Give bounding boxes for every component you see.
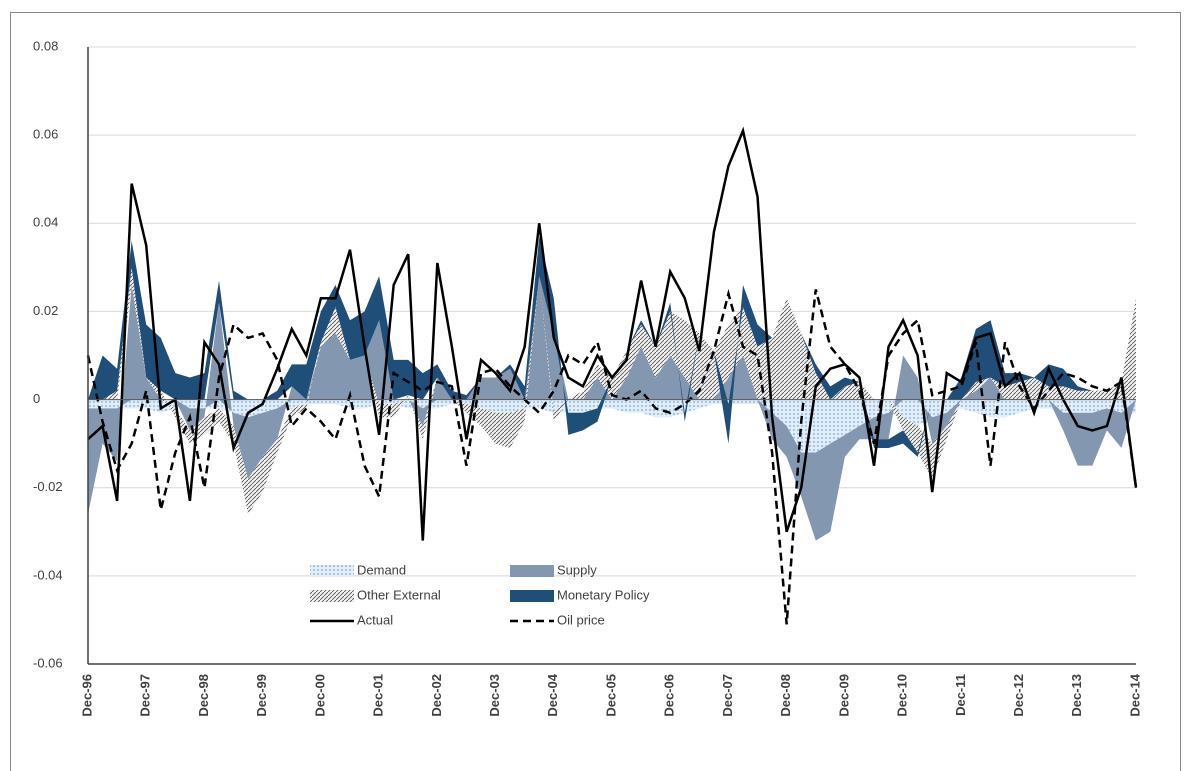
x-tick-label: Dec-12 [1011,674,1026,717]
legend-label: Demand [357,562,406,577]
legend-label: Other External [357,587,441,602]
y-tick-label: 0 [33,391,40,406]
y-tick-label: -0.02 [33,479,63,494]
x-tick-label: Dec-14 [1127,673,1142,716]
x-tick-label: Dec-07 [720,674,735,717]
y-tick-label: -0.06 [33,655,63,670]
area-0 [88,399,1136,453]
legend-label: Oil price [557,612,605,627]
y-tick-label: -0.04 [33,567,63,582]
legend: Demand Supply Other External Monetary Polic… [310,562,650,627]
x-tick-label: Dec-96 [79,674,94,717]
x-tick-label: Dec-10 [895,674,910,717]
y-tick-label: 0.02 [33,303,58,318]
x-tick-label: Dec-08 [778,674,793,717]
x-tick-label: Dec-99 [254,674,269,717]
x-tick-label: Dec-98 [196,674,211,717]
x-tick-label: Dec-00 [312,674,327,717]
legend-label: Monetary Policy [557,587,650,602]
axes: -0.06 -0.04 -0.02 0 0.02 0.04 0.06 0.08 Dec-96 De… [33,38,1142,716]
x-tick-label: Dec-09 [836,674,851,717]
area-2 [88,267,1136,515]
y-tick-label: 0.06 [33,127,58,142]
areas [88,236,1136,541]
line-4 [87,126,1138,541]
lines [86,126,1138,625]
y-tick-label: 0.08 [33,38,58,53]
legend-label: Actual [357,612,393,627]
x-tick-label: Dec-11 [953,674,968,716]
x-tick-label: Dec-02 [429,674,444,717]
frame [10,12,1181,771]
legend-swatch [310,565,354,577]
legend-swatch [510,590,554,602]
legend-label: Supply [557,562,597,577]
x-tick-label: Dec-97 [138,674,153,717]
x-tick-label: Dec-03 [487,674,502,717]
x-tick-label: Dec-13 [1069,674,1084,717]
x-tick-label: Dec-01 [371,674,386,717]
x-tick-label: Dec-06 [662,674,677,717]
legend-swatch [510,565,554,577]
y-tick-label: 0.04 [33,215,58,230]
line-5 [86,288,1138,625]
legend-swatch [310,590,354,602]
x-tick-label: Dec-05 [603,674,618,717]
x-tick-label: Dec-04 [545,673,560,716]
